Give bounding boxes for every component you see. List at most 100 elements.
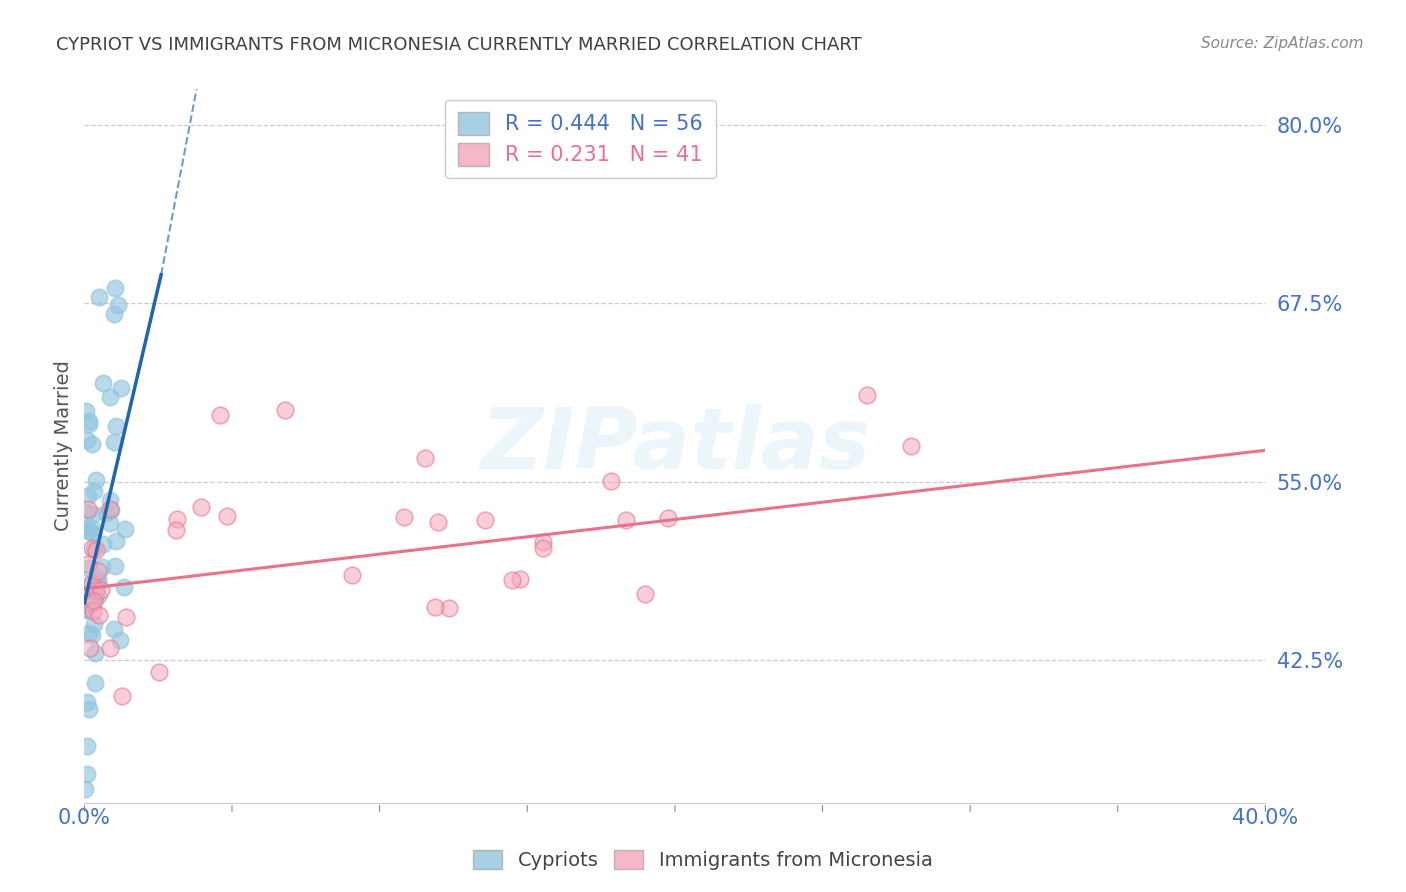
Point: [426, 515, 449, 529]
Point: [87, 607, 110, 622]
Point: [112, 580, 135, 594]
Text: CYPRIOT VS IMMIGRANTS FROM MICRONESIA CURRENTLY MARRIED CORRELATION CHART: CYPRIOT VS IMMIGRANTS FROM MICRONESIA CU…: [56, 36, 862, 54]
Point: [82, 597, 104, 611]
Point: [425, 600, 447, 615]
Point: [83, 617, 105, 632]
Point: [111, 689, 134, 703]
Point: [84, 676, 107, 690]
Point: [90, 583, 112, 598]
Point: [394, 509, 416, 524]
Point: [105, 419, 128, 434]
Point: [83, 590, 105, 604]
Point: [77, 524, 100, 538]
Point: [104, 559, 127, 574]
Point: [89, 290, 111, 304]
Point: [80, 541, 103, 555]
Point: [91, 560, 114, 574]
Point: [110, 381, 132, 395]
Point: [80, 587, 103, 601]
Point: [98, 516, 121, 531]
Point: [501, 574, 523, 588]
Point: [166, 512, 188, 526]
Point: [900, 439, 922, 453]
Point: [103, 622, 125, 636]
Point: [91, 537, 114, 551]
Point: [83, 593, 105, 607]
Point: [75, 781, 97, 796]
Point: [100, 503, 122, 517]
Point: [84, 583, 107, 598]
Point: [437, 601, 460, 615]
Point: [94, 506, 117, 520]
Point: [856, 388, 879, 402]
Point: [80, 521, 103, 535]
Point: [98, 390, 121, 404]
Point: [190, 500, 212, 515]
Point: [82, 590, 104, 604]
Point: [82, 604, 104, 618]
Point: [93, 376, 115, 390]
Point: [75, 603, 97, 617]
Point: [84, 474, 107, 488]
Text: Source: ZipAtlas.com: Source: ZipAtlas.com: [1201, 36, 1364, 51]
Point: [342, 568, 364, 582]
Point: [77, 561, 100, 575]
Point: [599, 474, 621, 488]
Point: [87, 575, 110, 590]
Point: [77, 702, 100, 716]
Point: [98, 640, 121, 655]
Point: [215, 508, 238, 523]
Point: [82, 507, 104, 521]
Point: [77, 626, 100, 640]
Point: [86, 565, 108, 579]
Point: [75, 602, 97, 616]
Point: [208, 408, 231, 422]
Point: [86, 572, 108, 586]
Point: [83, 542, 105, 557]
Point: [114, 521, 136, 535]
Point: [80, 524, 103, 539]
Point: [77, 417, 100, 432]
Legend: Cypriots, Immigrants from Micronesia: Cypriots, Immigrants from Micronesia: [465, 842, 941, 878]
Point: [103, 435, 125, 450]
Point: [80, 576, 103, 591]
Point: [80, 628, 103, 642]
Point: [633, 586, 655, 600]
Point: [76, 506, 98, 520]
Point: [76, 489, 98, 503]
Point: [76, 739, 98, 753]
Point: [84, 646, 107, 660]
Legend: R = 0.444   N = 56, R = 0.231   N = 41: R = 0.444 N = 56, R = 0.231 N = 41: [446, 100, 716, 178]
Point: [75, 404, 97, 418]
Point: [79, 577, 101, 591]
Point: [531, 541, 554, 555]
Point: [84, 543, 107, 558]
Point: [76, 695, 98, 709]
Point: [79, 640, 101, 655]
Point: [76, 433, 98, 447]
Point: [104, 281, 127, 295]
Point: [104, 534, 127, 549]
Point: [77, 557, 100, 571]
Point: [531, 535, 554, 549]
Point: [86, 590, 108, 604]
Point: [274, 403, 297, 417]
Point: [614, 513, 637, 527]
Point: [413, 451, 436, 466]
Point: [80, 437, 103, 451]
Point: [98, 493, 121, 508]
Point: [75, 522, 97, 536]
Point: [474, 513, 496, 527]
Point: [83, 483, 105, 498]
Point: [509, 572, 531, 586]
Point: [110, 632, 132, 647]
Point: [115, 610, 138, 624]
Point: [657, 511, 679, 525]
Point: [107, 298, 129, 312]
Text: ZIPatlas: ZIPatlas: [479, 404, 870, 488]
Y-axis label: Currently Married: Currently Married: [55, 360, 73, 532]
Point: [77, 501, 100, 516]
Point: [148, 665, 170, 679]
Point: [76, 767, 98, 781]
Point: [103, 307, 125, 321]
